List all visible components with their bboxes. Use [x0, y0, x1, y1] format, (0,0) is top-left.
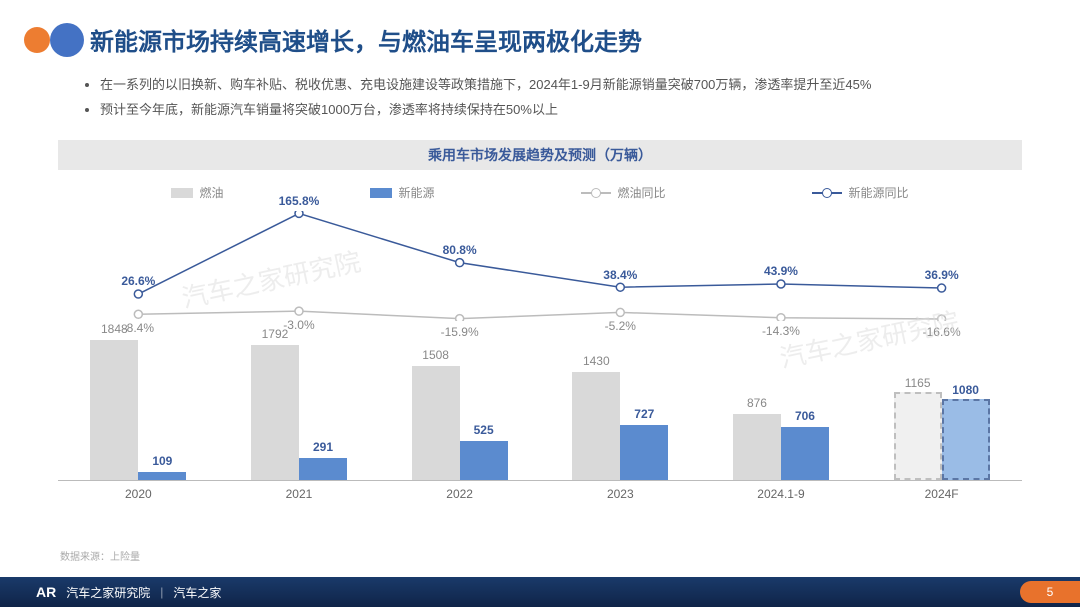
bars-row: 1848109179229115085251430727876706116510… — [58, 335, 1022, 481]
fuel-bar: 1430 — [572, 372, 620, 480]
nev-value-label: 727 — [620, 407, 668, 421]
bullet-item: 预计至今年底，新能源汽车销量将突破1000万台，渗透率将持续保持在50%以上 — [100, 98, 1080, 123]
nev-bar: 525 — [460, 441, 508, 481]
bullet-item: 在一系列的以旧换新、购车补贴、税收优惠、充电设施建设等政策措施下，2024年1-… — [100, 73, 1080, 98]
category-label: 2024.1-9 — [733, 487, 829, 501]
yoy-lines — [58, 211, 1022, 321]
nev-yoy-label: 165.8% — [279, 194, 320, 208]
footer-brand-b: 汽车之家 — [173, 584, 221, 601]
data-source-note: 数据来源：上险量 — [60, 548, 140, 563]
legend-label: 新能源同比 — [848, 184, 908, 201]
legend-label: 燃油同比 — [617, 184, 665, 201]
bar-group: 1430727 — [572, 372, 668, 480]
chart-area: 1848109179229115085251430727876706116510… — [58, 211, 1022, 511]
category-label: 2024F — [894, 487, 990, 501]
fuel-value-label: 1165 — [896, 376, 940, 390]
nev-value-label: 525 — [460, 423, 508, 437]
nev-value-label: 109 — [138, 454, 186, 468]
nev-yoy-label: 36.9% — [925, 268, 959, 282]
nev-yoy-label: 80.8% — [443, 243, 477, 257]
bar-group: 11651080 — [894, 392, 990, 480]
category-label: 2021 — [251, 487, 347, 501]
legend-label: 燃油 — [199, 184, 223, 201]
chart-title: 乘用车市场发展趋势及预测（万辆） — [58, 140, 1022, 170]
nev-bar: 706 — [781, 427, 829, 480]
fuel-bar: 1508 — [412, 366, 460, 480]
header-dot-blue — [50, 23, 84, 57]
fuel-yoy-label: -15.9% — [441, 325, 479, 339]
page-title: 新能源市场持续高速增长，与燃油车呈现两极化走势 — [90, 22, 642, 57]
category-label: 2020 — [90, 487, 186, 501]
fuel-value-label: 876 — [733, 396, 781, 410]
nev-yoy-label: 26.6% — [121, 274, 155, 288]
chart-container: 乘用车市场发展趋势及预测（万辆） 燃油 新能源 燃油同比 新能源同比 18481… — [58, 140, 1022, 511]
fuel-yoy-label: -5.2% — [605, 319, 636, 333]
nev-bar: 1080 — [942, 399, 990, 481]
category-label: 2022 — [412, 487, 508, 501]
footer-brand-a: 汽车之家研究院 — [66, 584, 150, 601]
category-label: 2023 — [572, 487, 668, 501]
nev-value-label: 291 — [299, 440, 347, 454]
nev-bar: 291 — [299, 458, 347, 480]
fuel-value-label: 1508 — [412, 348, 460, 362]
footer-logo-ar: AR — [36, 584, 56, 600]
fuel-bar: 1792 — [251, 345, 299, 481]
nev-yoy-label: 43.9% — [764, 264, 798, 278]
legend-fuel: 燃油 — [171, 184, 223, 201]
fuel-bar: 1848 — [90, 340, 138, 480]
fuel-bar: 1165 — [894, 392, 942, 480]
header-dot-orange — [24, 27, 50, 53]
bar-group: 1848109 — [90, 340, 186, 480]
chart-legend: 燃油 新能源 燃油同比 新能源同比 — [58, 170, 1022, 205]
fuel-yoy-label: -3.0% — [283, 318, 314, 332]
legend-nev: 新能源 — [370, 184, 434, 201]
page-number-badge: 5 — [1020, 581, 1080, 603]
nev-bar: 109 — [138, 472, 186, 480]
nev-value-label: 706 — [781, 409, 829, 423]
category-axis: 2020 2021 2022 2023 2024.1-9 2024F — [58, 487, 1022, 501]
bar-group: 876706 — [733, 414, 829, 480]
fuel-value-label: 1430 — [572, 354, 620, 368]
legend-fuel-yoy: 燃油同比 — [581, 184, 665, 201]
footer-bar: AR 汽车之家研究院 | 汽车之家 — [0, 577, 1080, 607]
fuel-yoy-label: -8.4% — [123, 321, 154, 335]
fuel-yoy-label: -16.6% — [923, 325, 961, 339]
bar-group: 1792291 — [251, 345, 347, 481]
fuel-yoy-label: -14.3% — [762, 324, 800, 338]
legend-nev-yoy: 新能源同比 — [812, 184, 908, 201]
nev-yoy-label: 38.4% — [603, 268, 637, 282]
legend-label: 新能源 — [398, 184, 434, 201]
bar-group: 1508525 — [412, 366, 508, 480]
nev-bar: 727 — [620, 425, 668, 480]
fuel-bar: 876 — [733, 414, 781, 480]
nev-value-label: 1080 — [944, 383, 988, 397]
bullet-list: 在一系列的以旧换新、购车补贴、税收优惠、充电设施建设等政策措施下，2024年1-… — [84, 73, 1080, 122]
